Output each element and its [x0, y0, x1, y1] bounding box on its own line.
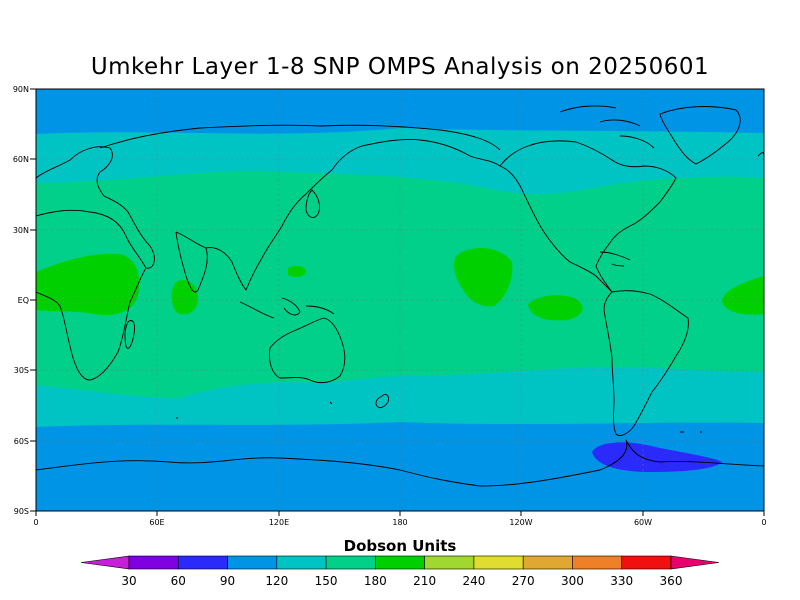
- coast-greenland: [659, 106, 741, 165]
- colorbar-label: 270: [512, 574, 535, 588]
- colorbar-label: 180: [364, 574, 387, 588]
- colorbar-label: 360: [660, 574, 683, 588]
- coast-north-america: [499, 140, 677, 293]
- coast-arctic-eurasia: [99, 124, 501, 151]
- colorbar-box: [325, 555, 376, 570]
- lat-label-60n: 60N: [13, 155, 29, 164]
- patch-epac: [528, 295, 583, 321]
- colorbar-box: [375, 555, 425, 570]
- patch-africa: [36, 253, 140, 316]
- tick-marks: [30, 88, 765, 516]
- coast-islands: [176, 401, 702, 433]
- colorbar-label: 30: [121, 574, 136, 588]
- lat-label-eq: EQ: [18, 296, 29, 305]
- lat-label-30n: 30N: [13, 226, 29, 235]
- lon-label-120w: 120W: [509, 518, 532, 527]
- colorbar-label: 240: [462, 574, 485, 588]
- lon-label-0-right: 0: [761, 518, 766, 527]
- colorbar-arrow-high: [670, 555, 720, 570]
- coast-asia: [205, 139, 501, 291]
- colorbar-box: [621, 555, 672, 570]
- coast-antarctica: [35, 439, 765, 487]
- map-title: Umkehr Layer 1-8 SNP OMPS Analysis on 20…: [90, 54, 710, 80]
- coast-india: [175, 231, 208, 293]
- coast-europe: [35, 146, 155, 269]
- patch-atlantic: [722, 276, 764, 315]
- colorbar-label: 60: [171, 574, 186, 588]
- lat-label-60s: 60S: [14, 437, 29, 446]
- coast-madagascar: [124, 320, 135, 349]
- graticule: [36, 89, 764, 511]
- colorbar-box: [276, 555, 327, 570]
- colorbar-title: Dobson Units: [343, 537, 457, 555]
- coastlines: [35, 105, 765, 487]
- lat-label-90s: 90S: [14, 507, 29, 516]
- colorbar-boxes: [80, 555, 720, 570]
- colorbar-label: 300: [561, 574, 584, 588]
- patch-wpac: [288, 265, 306, 277]
- coast-south-america: [603, 290, 689, 437]
- colorbar-labels: 30 60 90 120 150 180 210 240 270 300 330 360: [121, 574, 682, 588]
- coast-australia: [269, 317, 346, 384]
- coast-japan: [305, 189, 321, 218]
- colorbar-box: [424, 555, 475, 570]
- patch-south-low: [592, 442, 722, 472]
- coast-nz: [375, 393, 389, 409]
- colorbar-label: 330: [610, 574, 633, 588]
- lat-label-90n: 90N: [13, 85, 29, 94]
- patch-cpac: [454, 247, 513, 307]
- colorbar-box: [572, 555, 623, 570]
- coast-africa: [35, 209, 147, 381]
- colorbar-label: 90: [220, 574, 235, 588]
- lon-label-0-left: 0: [33, 518, 38, 527]
- colorbar-box: [473, 555, 524, 570]
- lon-label-120e: 120E: [269, 518, 289, 527]
- lon-label-60w: 60W: [634, 518, 652, 527]
- coast-indonesia: [239, 297, 335, 319]
- colorbar-box: [177, 555, 228, 570]
- colorbar-box: [522, 555, 573, 570]
- colorbar-label: 210: [413, 574, 436, 588]
- lon-label-180: 180: [392, 518, 407, 527]
- colorbar-label: 120: [265, 574, 288, 588]
- colorbar-box: [128, 555, 179, 570]
- lat-label-30s: 30S: [14, 366, 29, 375]
- colorbar-arrow-low: [80, 555, 130, 570]
- colorbar-label: 150: [315, 574, 338, 588]
- lon-label-60e: 60E: [149, 518, 164, 527]
- coast-arctic-canada: [559, 105, 655, 149]
- colorbar-box: [227, 555, 278, 570]
- coast-caribbean: [599, 251, 631, 267]
